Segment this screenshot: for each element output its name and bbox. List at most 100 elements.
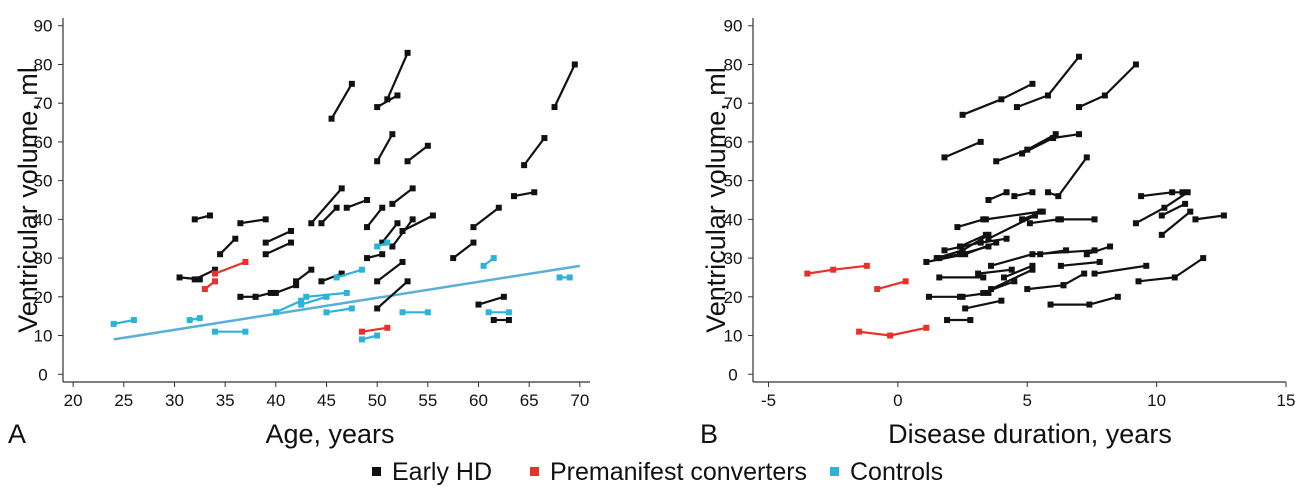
early-subject-series [1158, 200, 1189, 219]
panel-a-y-axis-label: Ventricular volume, ml [13, 67, 43, 333]
early-subject-series [318, 270, 345, 285]
control-data-point [298, 301, 305, 308]
early-subject-series [551, 61, 578, 111]
panel-a-y-ticks: 0 10 20 30 40 50 60 70 80 90 [34, 17, 63, 384]
y-tick-label: 80 [34, 55, 53, 74]
control-data-point [130, 317, 137, 324]
control-subject-series [212, 328, 249, 335]
early-series-line [275, 284, 297, 294]
panel-b-x-ticks: -5 0 5 10 15 [761, 382, 1295, 410]
early-data-point [1050, 135, 1057, 142]
control-data-point [485, 309, 492, 316]
early-data-point [985, 197, 992, 203]
early-data-point [936, 274, 943, 281]
converter-data-point [923, 324, 930, 331]
panel-b-chart: 0 10 20 30 40 50 60 70 80 90 -5 0 5 10 15 Ventricular… [700, 17, 1295, 449]
early-subject-series [1083, 243, 1114, 258]
early-data-point [191, 216, 198, 223]
early-data-point [1052, 131, 1059, 138]
early-subject-series [191, 212, 213, 223]
early-series-line [1140, 191, 1183, 198]
early-data-point [962, 305, 969, 312]
early-data-point [1024, 286, 1031, 293]
early-data-point [1083, 251, 1090, 258]
early-data-point [1011, 193, 1018, 200]
early-subject-series [1135, 255, 1207, 285]
control-data-point [323, 309, 330, 316]
panel-a-x-ticks: 20 25 30 35 40 45 50 55 60 65 70 [64, 382, 589, 410]
control-data-point [374, 243, 381, 250]
legend-item-early-hd: Early HD [372, 458, 492, 486]
early-data-point [409, 216, 416, 223]
panel-a-x-axis-label: Age, years [265, 419, 394, 449]
control-subject-series [186, 315, 203, 324]
control-data-point [343, 289, 350, 296]
early-data-point [1000, 274, 1007, 281]
early-series-line [386, 52, 409, 100]
early-series-line [513, 191, 535, 198]
early-data-point [551, 104, 558, 111]
early-subject-series [450, 239, 477, 262]
panel-b-x-axis-label: Disease duration, years [888, 419, 1172, 449]
converter-data-point [830, 266, 837, 273]
y-tick-label: 40 [34, 210, 53, 229]
early-subject-series [399, 212, 436, 234]
early-subject-series [308, 185, 345, 227]
early-data-point [450, 255, 457, 262]
control-subject-series [358, 332, 381, 343]
early-series-line [366, 207, 384, 228]
early-series-line [1040, 249, 1067, 256]
early-data-point [1132, 220, 1139, 227]
early-data-point [404, 49, 411, 56]
early-data-point [941, 247, 948, 254]
early-data-point [998, 96, 1005, 103]
y-tick-label: 60 [34, 133, 53, 152]
early-data-point [1091, 247, 1098, 254]
early-series-line [381, 222, 399, 244]
early-series-line [376, 133, 394, 162]
y-tick-label: 50 [724, 172, 743, 191]
legend-label-early-hd: Early HD [392, 458, 492, 486]
early-subject-series [262, 239, 295, 258]
early-data-point [379, 239, 386, 246]
early-data-point [985, 235, 992, 242]
early-data-point [1029, 80, 1036, 87]
converter-series-line [361, 326, 388, 333]
control-subject-series [399, 309, 431, 316]
early-data-point [982, 216, 989, 223]
early-series-line [977, 268, 1012, 275]
control-subject-series [303, 289, 350, 300]
early-subject-series [272, 282, 300, 296]
early-series-line [1086, 245, 1111, 256]
early-data-point [364, 255, 371, 262]
early-series-line [523, 137, 546, 166]
early-series-line [1195, 214, 1225, 221]
early-data-point [394, 92, 401, 99]
early-series-line [346, 198, 368, 209]
early-data-point [293, 278, 300, 285]
y-tick-label: 40 [724, 210, 743, 229]
converter-series-line [876, 280, 906, 291]
early-series-line [962, 82, 1033, 116]
x-tick-label: 5 [1023, 391, 1032, 410]
early-series-line [959, 291, 989, 298]
early-series-line [376, 261, 404, 283]
early-data-point [1019, 150, 1026, 157]
early-series-line [265, 230, 292, 244]
x-tick-label: 55 [418, 391, 437, 410]
control-data-point [358, 336, 365, 343]
early-data-point [374, 104, 381, 111]
converter-data-point [201, 286, 208, 293]
x-tick-label: 40 [266, 391, 285, 410]
early-series-line [406, 144, 429, 163]
early-data-point [470, 239, 477, 246]
y-tick-label: 20 [724, 288, 743, 307]
early-data-point [982, 231, 989, 238]
early-data-point [980, 274, 987, 281]
early-data-point [1044, 189, 1051, 196]
converter-data-point [212, 270, 219, 277]
x-tick-label: 20 [64, 391, 83, 410]
control-data-point [196, 315, 203, 322]
y-tick-label: 50 [34, 172, 53, 191]
early-data-point [409, 185, 416, 192]
